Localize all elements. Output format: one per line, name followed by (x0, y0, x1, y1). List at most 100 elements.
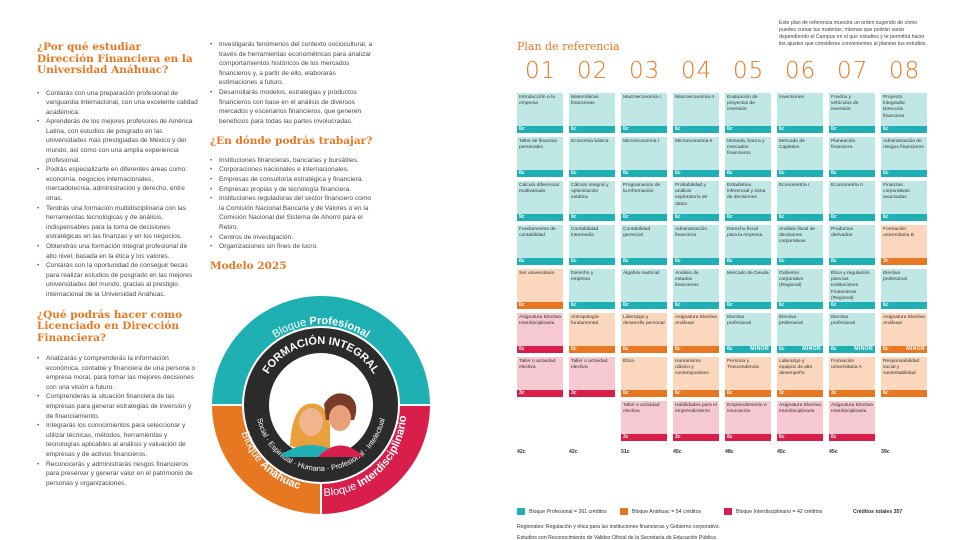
course-credits: 6c (779, 170, 785, 176)
list-item: Instituciones reguladoras del sector fin… (210, 194, 375, 232)
course-credits-bar: 6c (881, 126, 927, 133)
course-cell: Estadística inferencial y toma de decisi… (725, 181, 771, 221)
legend-inter-swatch (724, 508, 732, 515)
course-name: Macroeconomía I (623, 95, 661, 100)
course-credits-bar: 3c (777, 390, 823, 397)
minor-badge: MINOR (750, 346, 769, 352)
course-credits-bar: 6c (777, 258, 823, 265)
course-credits: 6c (519, 346, 525, 352)
course-credits-bar: 3c (829, 390, 875, 397)
course-credits: 6c (831, 126, 837, 132)
course-cell: Taller o actividad electiva 3c (517, 357, 563, 397)
semester-total: 45c (829, 449, 838, 455)
course-name: Asignatura Electiva Interdisciplinaria (779, 403, 821, 415)
course-cell: Derecho fiscal para la empresa 6c (725, 225, 771, 265)
course-credits: 6c (519, 258, 525, 264)
course-cell: Fundamentos de contabilidad 6c (517, 225, 563, 265)
course-credits: 6c (779, 126, 785, 132)
course-cell: Derecho y empresa 6c (569, 269, 615, 309)
course-credits: 3c (623, 434, 629, 440)
course-credits-bar: 6c (725, 214, 771, 221)
course-cell: Planeación financiera 6c (829, 137, 875, 177)
course-credits: 3c (519, 390, 525, 396)
course-credits: 3c (675, 434, 681, 440)
course-name: Habilidades para el emprendimiento (675, 403, 717, 415)
what-can-you-do-heading: ¿Qué podrás hacer como Licenciado en Dir… (37, 308, 183, 344)
minor-badge: MINOR (802, 346, 821, 352)
course-credits-bar: 6c (621, 390, 667, 397)
where-work-heading: ¿En dónde podrás trabajar? (210, 135, 373, 148)
course-name: Proyecto integrador. Dirección financier… (883, 95, 907, 119)
course-name: Economía básica (571, 139, 609, 144)
course-credits-bar: 6c (725, 390, 771, 397)
course-credits: 6c (675, 258, 681, 264)
course-name: Asignatura Electiva Interdisciplinaria (519, 315, 561, 327)
course-cell: Economía básica 6c (569, 137, 615, 177)
course-credits: 6c (623, 126, 629, 132)
course-cell: Ética y regulación para las Institucione… (829, 269, 875, 309)
semester-number: 08 (889, 58, 921, 84)
course-credits: 6c (623, 302, 629, 308)
course-name: Electiva profesional (831, 315, 855, 327)
list-item: Corporaciones nacionales e internacional… (210, 165, 375, 175)
course-credits-bar: 6c (517, 126, 563, 133)
course-credits-bar: 6c (777, 214, 823, 221)
course-credits-bar: 6c (829, 214, 875, 221)
course-cell: Asignatura Electiva Interdisciplinaria 6c (517, 313, 563, 353)
course-cell: Econometría II 6c (829, 181, 875, 221)
course-cell: Gobierno corporativo (Regional) 6c (777, 269, 823, 309)
course-cell: Taller o actividad electiva 3c (569, 357, 615, 397)
course-cell: Electiva profesional 6c MINOR (829, 313, 875, 353)
course-name: Antropología fundamental (571, 315, 599, 327)
course-credits: 6c (623, 390, 629, 396)
course-cell: Microeconomía I 6c (621, 137, 667, 177)
course-name: Programación de la información (623, 183, 661, 195)
course-credits-bar: 6c (517, 170, 563, 177)
semester-number: 05 (733, 58, 765, 84)
course-name: Mercado de Capitales (779, 139, 805, 151)
course-name: Responsabilidad social y sustentabilidad (883, 359, 920, 377)
course-credits: 6c (883, 390, 889, 396)
course-credits: 6c (727, 258, 733, 264)
list-item: Reconocerás y administrarás riesgos fina… (37, 460, 199, 489)
course-cell: Análisis fiscal de decisiones corporativ… (777, 225, 823, 265)
course-credits: 6c (571, 126, 577, 132)
course-credits: 6c (727, 170, 733, 176)
course-name: Asignatura Electiva Interdisciplinaria (831, 403, 873, 415)
course-name: Moneda, banca y mercados financieros (727, 139, 765, 157)
plan-title: Plan de referencia (517, 40, 620, 53)
course-name: Electiva profesional (883, 271, 907, 283)
course-credits-bar: 6c (725, 126, 771, 133)
course-credits: 3c (571, 390, 577, 396)
course-name: Productos derivados (831, 227, 854, 239)
course-credits: 6c (675, 346, 681, 352)
course-credits: 6c (675, 302, 681, 308)
course-credits-bar: 6c (569, 170, 615, 177)
course-credits: 6c (675, 170, 681, 176)
course-cell: Contabilidad gerencial 6c (621, 225, 667, 265)
course-cell: Electiva profesional 6c MINOR (725, 313, 771, 353)
course-credits-bar: 6c (569, 126, 615, 133)
course-credits-bar: 6c (673, 302, 719, 309)
course-credits: 6c (727, 390, 733, 396)
course-credits-bar: 6c MINOR (725, 346, 771, 353)
course-credits: 6c (831, 434, 837, 440)
course-credits: 6c (883, 214, 889, 220)
course-credits: 6c (727, 346, 733, 352)
course-name: Mercado de Deuda (727, 271, 769, 276)
legend-anahuac: Bloque Anáhuac = 54 créditos (632, 509, 702, 515)
why-study-list: Contarás con una preparación profesional… (37, 89, 199, 300)
list-item: Podrás especializarte en diferentes área… (37, 165, 199, 203)
list-item: Empresas propias y de tecnología financi… (210, 185, 375, 195)
legend-anahuac-swatch (620, 508, 628, 515)
regional-note: Regionales: Regulación y ética para las … (517, 524, 720, 530)
course-credits: 6c (519, 170, 525, 176)
course-credits-bar: 6c (517, 258, 563, 265)
course-cell: Fondos y vehículos de inversión 6c (829, 93, 875, 133)
course-credits: 3c (779, 390, 785, 396)
course-cell: Cálculo diferencial multivariado 9c (517, 181, 563, 221)
course-name: Matemáticas financieras (571, 95, 599, 107)
course-credits: 6c (883, 170, 889, 176)
minor-badge: MINOR (906, 346, 925, 352)
course-credits-bar: 6c (777, 434, 823, 441)
